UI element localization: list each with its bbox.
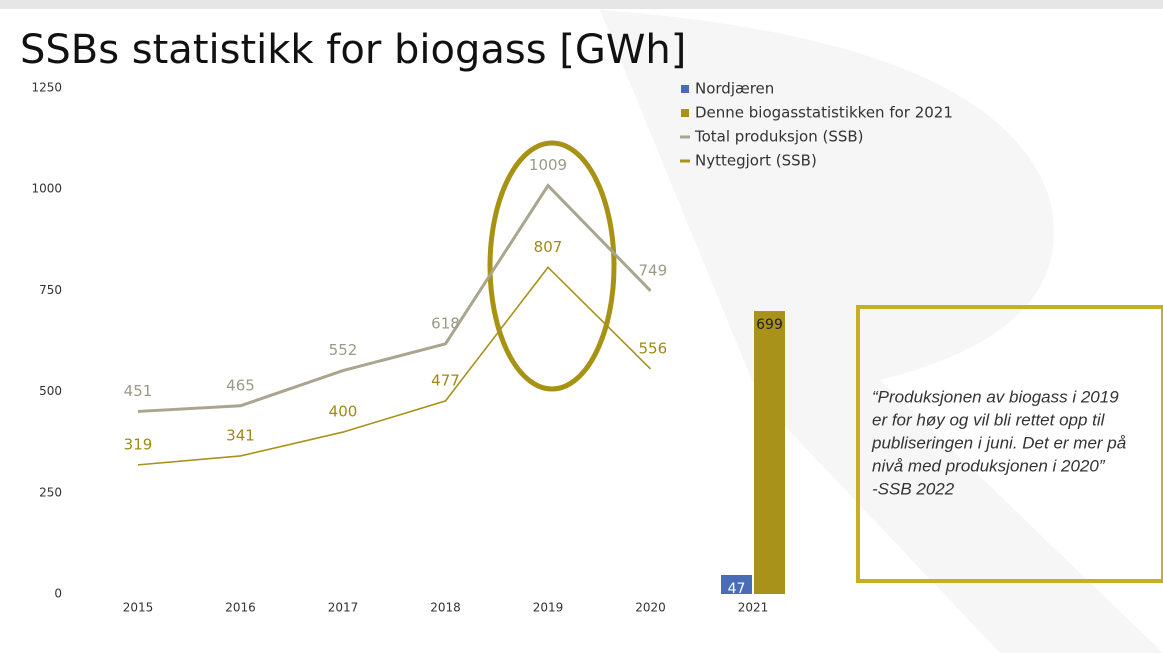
data-label: 699 (756, 317, 783, 333)
legend-label: Nordjæren (695, 80, 774, 98)
data-label: 319 (124, 435, 153, 453)
x-tick-label: 2016 (225, 601, 256, 615)
annotation-box (856, 305, 1163, 583)
data-label: 465 (226, 376, 255, 394)
data-label: 556 (639, 339, 668, 357)
data-label: 552 (329, 341, 358, 359)
legend-label: Total produksjon (SSB) (694, 128, 864, 146)
annotation-text: -SSB 2022 (872, 479, 955, 498)
highlight-ellipse (487, 140, 617, 392)
y-tick-label: 750 (39, 283, 62, 297)
data-label: 341 (226, 426, 255, 444)
line (137, 183, 652, 413)
data-label: 1009 (529, 156, 567, 174)
annotation-text: “Produksjonen av biogass i 2019 (872, 387, 1119, 406)
bar (721, 574, 752, 594)
x-tick-label: 2019 (533, 601, 564, 615)
y-tick-label: 1000 (31, 182, 62, 196)
data-label: 451 (124, 382, 153, 400)
x-tick-label: 2017 (328, 601, 359, 615)
legend-swatch (681, 85, 689, 93)
y-tick-label: 0 (54, 587, 62, 601)
x-tick-label: 2018 (430, 601, 461, 615)
data-label: 807 (534, 238, 563, 256)
y-tick-label: 250 (39, 485, 62, 499)
top-strip (0, 0, 1163, 9)
annotation-text: nivå med produksjonen i 2020” (872, 456, 1106, 475)
x-tick-label: 2015 (123, 601, 154, 615)
data-label: 400 (329, 403, 358, 421)
data-label: 47 (728, 581, 746, 597)
legend-label: Nyttegjort (SSB) (695, 152, 817, 170)
line (137, 266, 652, 466)
data-label: 618 (431, 314, 460, 332)
data-label: 749 (639, 261, 668, 279)
annotation-text: publiseringen i juni. Det er mer på (871, 433, 1126, 452)
watermark (600, 10, 1163, 653)
data-label: 477 (431, 371, 460, 389)
x-tick-label: 2020 (635, 601, 666, 615)
x-tick-label: 2021 (738, 601, 769, 615)
y-tick-label: 500 (39, 384, 62, 398)
y-tick-label: 1250 (31, 81, 62, 95)
legend-swatch (681, 109, 689, 117)
legend-label: Denne biogasstatistikken for 2021 (695, 104, 953, 122)
chart-title: SSBs statistikk for biogass [GWh] (20, 27, 686, 73)
annotation-text: er for høy og vil bli rettet opp til (872, 410, 1106, 429)
bar (754, 311, 785, 594)
